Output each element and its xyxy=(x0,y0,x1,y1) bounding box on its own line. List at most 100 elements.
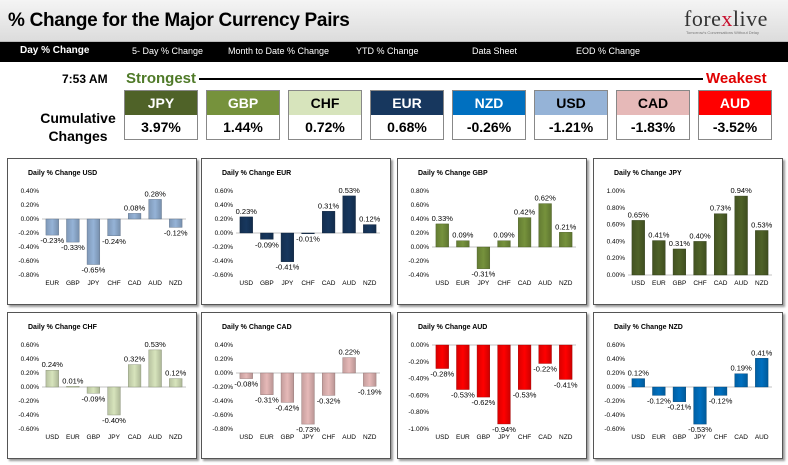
bar-cad xyxy=(517,217,532,248)
bar-data-label: 0.24% xyxy=(42,360,64,369)
bar-aud xyxy=(538,203,552,248)
y-tick-label: -0.40% xyxy=(604,412,625,419)
bar-cad xyxy=(127,213,142,220)
x-category-label: CHF xyxy=(107,280,120,287)
forexlive-logo[interactable]: forexlive Tomorrow's Conversations Witho… xyxy=(680,6,780,38)
currency-cumulative-value: 0.72% xyxy=(289,115,361,139)
currency-code: GBP xyxy=(207,91,279,115)
tab-month-to-date[interactable]: Month to Date % Change xyxy=(228,46,330,56)
x-category-label: AUD xyxy=(342,434,356,441)
title-bar: % Change for the Major Currency Pairs fo… xyxy=(0,0,788,42)
bar-data-label: 0.12% xyxy=(628,369,650,378)
chart-gbp: Daily % Change GBP0.80%0.60%0.40%0.20%0.… xyxy=(408,170,576,287)
tab-bar: Day % Change 5- Day % Change Month to Da… xyxy=(0,42,788,62)
bar-data-label: -0.94% xyxy=(492,425,516,434)
bar-eur xyxy=(456,344,470,390)
y-tick-label: -0.80% xyxy=(18,272,39,279)
chart-aud: Daily % Change AUD 0.00% -0.20% -0.40% -0.60… xyxy=(408,324,578,441)
tab-data-sheet[interactable]: Data Sheet xyxy=(472,46,518,56)
bar-nzd xyxy=(755,230,769,276)
chart-cad: Daily % Change CAD0.40%0.20%0.00%-0.20%-… xyxy=(212,324,382,441)
y-tick-label: -0.20% xyxy=(604,398,625,405)
bar-nzd xyxy=(363,224,377,234)
bar-data-label: 0.53% xyxy=(751,220,773,229)
x-category-label: CAD xyxy=(538,434,552,441)
currency-code: JPY xyxy=(125,91,197,115)
bar-data-label: -0.65% xyxy=(82,266,106,275)
currency-box-usd: USD -1.21% xyxy=(534,90,608,140)
tab-day-change[interactable]: Day % Change xyxy=(20,45,90,56)
x-category-label: USD xyxy=(435,280,449,287)
bar-aud xyxy=(148,349,162,388)
y-tick-label: 0.80% xyxy=(411,188,430,195)
bar-data-label: -0.28% xyxy=(430,370,454,379)
bar-eur xyxy=(456,240,470,248)
bar-jpy xyxy=(86,218,101,265)
bar-data-label: 0.73% xyxy=(710,204,732,213)
bar-data-label: 0.62% xyxy=(535,194,557,203)
x-category-label: JPY xyxy=(302,434,315,441)
currency-box-chf: CHF 0.72% xyxy=(288,90,362,140)
y-tick-label: 0.60% xyxy=(215,188,234,195)
y-tick-label: 0.40% xyxy=(607,238,626,245)
bar-data-label: 0.33% xyxy=(432,214,454,223)
tab-ytd-change[interactable]: YTD % Change xyxy=(356,46,419,56)
bar-eur xyxy=(66,386,80,388)
chart-title: Daily % Change JPY xyxy=(614,170,682,177)
y-tick-label: 0.20% xyxy=(215,356,234,363)
y-tick-label: 0.40% xyxy=(607,356,626,363)
bar-data-label: 0.31% xyxy=(318,201,340,210)
x-category-label: AUD xyxy=(538,280,552,287)
y-tick-label: 0.00% xyxy=(215,370,234,377)
x-category-label: JPY xyxy=(498,434,511,441)
chart-panel-chf: Daily % Change CHF 0.60% 0.40% 0.20% 0.00% -0… xyxy=(7,312,197,459)
y-tick-label: -0.40% xyxy=(18,412,39,419)
x-category-label: EUR xyxy=(652,280,666,287)
y-tick-label: -0.40% xyxy=(212,398,233,405)
bar-data-label: 0.53% xyxy=(145,340,167,349)
bar-aud xyxy=(734,195,748,276)
bar-data-label: -0.53% xyxy=(513,391,537,400)
bar-data-label: -0.53% xyxy=(451,391,475,400)
chart-title: Daily % Change CAD xyxy=(222,324,292,331)
currency-cumulative-value: 0.68% xyxy=(371,115,443,139)
x-category-label: EUR xyxy=(652,434,666,441)
y-tick-label: 0.00% xyxy=(21,384,40,391)
bar-eur xyxy=(652,386,666,396)
chart-title: Daily % Change GBP xyxy=(418,170,488,177)
chart-eur: Daily % Change EUR 0.60% 0.40% 0.20% 0.00% -0… xyxy=(212,170,380,287)
bar-data-label: 0.08% xyxy=(124,203,146,212)
y-tick-label: 0.20% xyxy=(21,202,40,209)
bar-nzd xyxy=(559,232,573,248)
y-tick-label: -0.20% xyxy=(18,398,39,405)
currency-cumulative-value: -0.26% xyxy=(453,115,525,139)
y-tick-label: 0.20% xyxy=(21,370,40,377)
y-tick-label: -0.60% xyxy=(212,412,233,419)
currency-cumulative-value: -1.21% xyxy=(535,115,607,139)
y-tick-label: -0.20% xyxy=(408,258,429,265)
bar-data-label: 0.12% xyxy=(165,369,187,378)
bar-usd xyxy=(631,378,645,388)
y-tick-label: 0.60% xyxy=(607,222,626,229)
tab-eod-change[interactable]: EOD % Change xyxy=(576,46,641,56)
x-category-label: USD xyxy=(239,434,253,441)
y-tick-label: -0.60% xyxy=(408,392,429,399)
y-tick-label: -0.20% xyxy=(212,244,233,251)
bar-chf xyxy=(301,232,315,235)
y-tick-label: 0.20% xyxy=(411,230,430,237)
bar-data-label: -0.32% xyxy=(317,396,341,405)
x-category-label: JPY xyxy=(108,434,121,441)
bar-usd xyxy=(239,216,253,234)
x-category-label: GBP xyxy=(66,280,80,287)
y-tick-label: 0.80% xyxy=(607,205,626,212)
x-category-label: CHF xyxy=(714,434,727,441)
x-category-label: CHF xyxy=(322,434,335,441)
x-category-label: GBP xyxy=(260,280,274,287)
bar-data-label: -0.21% xyxy=(668,403,692,412)
currency-cumulative-value: 3.97% xyxy=(125,115,197,139)
bar-gbp xyxy=(672,386,687,402)
bar-chf xyxy=(107,218,121,236)
tab-5-day-change[interactable]: 5- Day % Change xyxy=(132,46,204,56)
x-category-label: CAD xyxy=(518,280,532,287)
bar-cad xyxy=(734,373,748,388)
